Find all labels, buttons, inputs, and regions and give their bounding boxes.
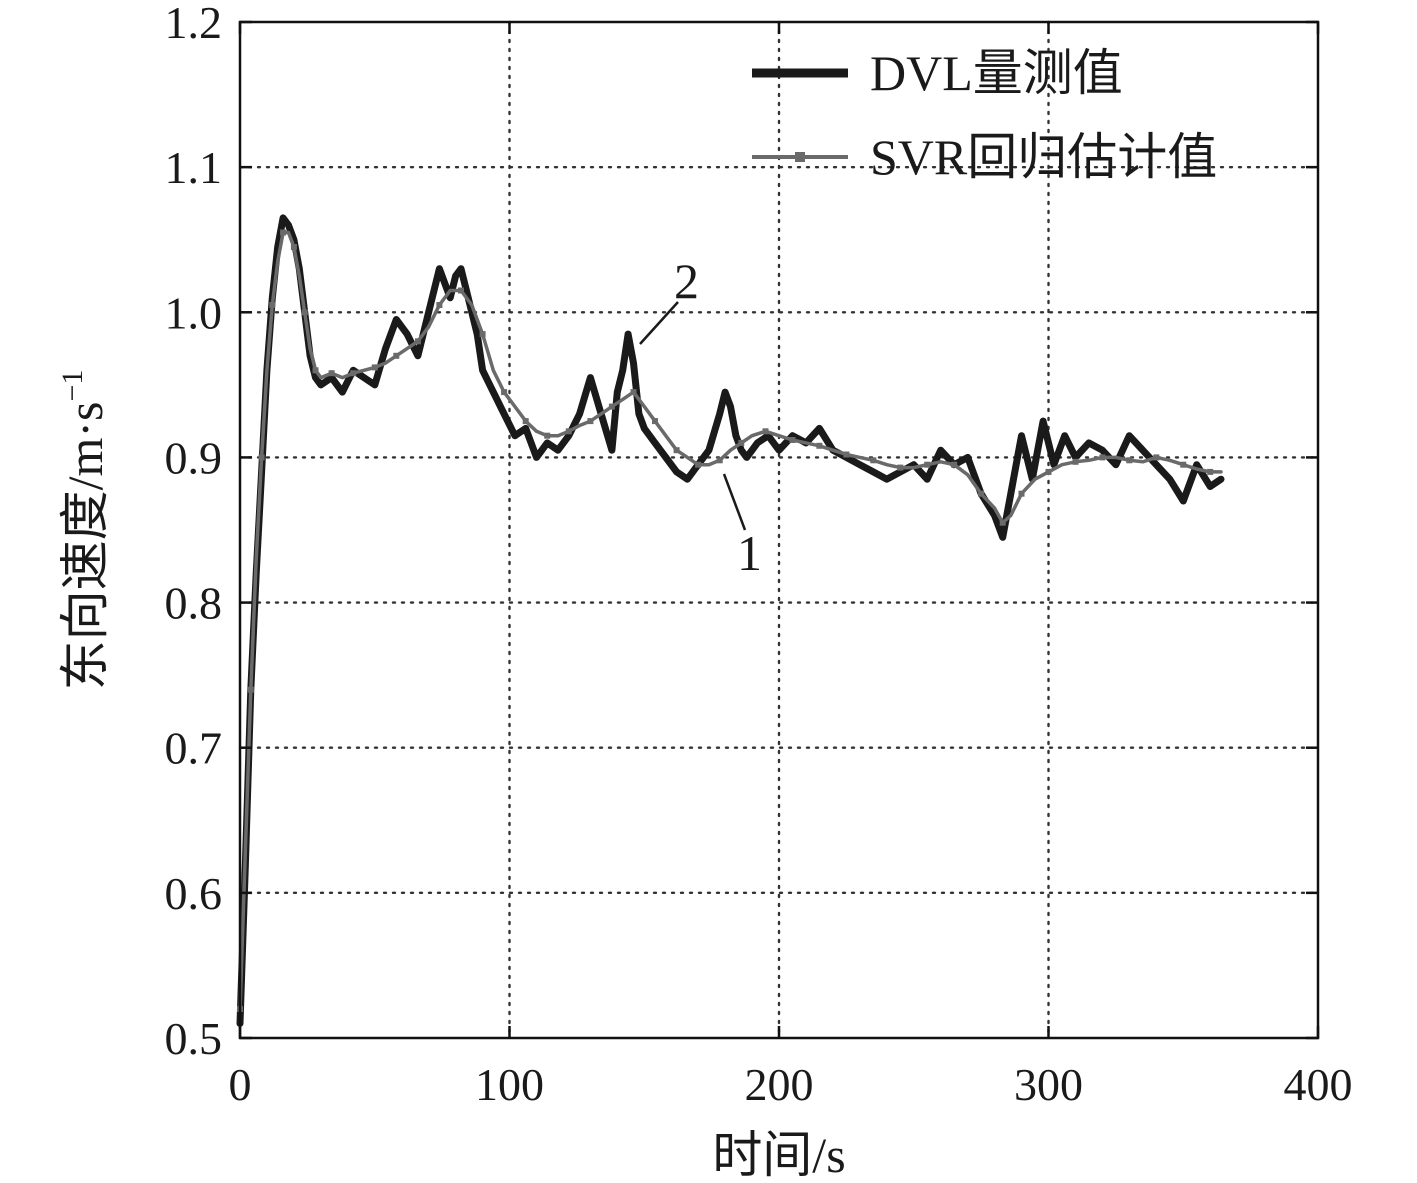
annotation-2-label: 2 <box>674 253 699 309</box>
data-point-svr <box>1099 454 1106 461</box>
data-point-svr <box>924 461 931 468</box>
data-point-svr <box>393 352 400 359</box>
data-point-svr <box>1018 490 1025 497</box>
grid-lines <box>238 20 1320 1040</box>
legend-label-dvl: DVL量测值 <box>870 45 1123 101</box>
x-axis-title: 时间/s <box>712 1127 845 1183</box>
x-tick-label: 0 <box>229 1059 252 1110</box>
data-point-svr <box>269 302 276 308</box>
data-point-svr <box>673 447 680 454</box>
series-line-svr <box>238 230 1223 1011</box>
x-tick-labels: 0 100 200 300 400 <box>229 1059 1353 1110</box>
y-tick-label: 1.2 <box>165 0 223 48</box>
data-point-svr <box>1180 461 1187 468</box>
data-point-svr <box>371 364 378 371</box>
data-point-svr <box>436 302 443 308</box>
legend-marker-svr <box>795 152 805 162</box>
data-point-svr <box>350 370 357 377</box>
y-tick-label: 1.1 <box>165 142 223 193</box>
x-tick-label: 400 <box>1284 1059 1353 1110</box>
x-tick-label: 300 <box>1014 1059 1083 1110</box>
data-point-svr <box>1126 457 1133 464</box>
y-axis-title: 东向速度/m·s−1 <box>56 370 113 691</box>
y-tick-label: 0.7 <box>165 723 223 774</box>
data-point-svr <box>695 461 702 468</box>
series-line-dvl <box>236 214 1225 1027</box>
x-tick-label: 100 <box>475 1059 544 1110</box>
data-point-svr <box>280 229 287 236</box>
data-point-svr <box>652 418 658 425</box>
data-point-svr <box>301 309 308 316</box>
data-point-svr <box>789 437 796 443</box>
data-point-svr <box>1207 468 1214 475</box>
data-point-svr <box>544 432 551 439</box>
x-tick-label: 200 <box>745 1059 814 1110</box>
axis-ticks <box>238 20 1320 1040</box>
y-tick-label: 0.8 <box>165 578 223 629</box>
data-point-svr <box>1072 458 1079 465</box>
y-axis-title-main: 东向速度/m·s <box>57 402 113 691</box>
data-point-svr <box>258 454 265 461</box>
series-layer <box>236 214 1225 1027</box>
data-point-svr <box>630 389 637 396</box>
annotation-2-leader <box>639 301 679 345</box>
y-tick-label: 1.0 <box>165 287 223 338</box>
data-point-svr <box>290 244 297 250</box>
data-point-svr <box>479 331 486 338</box>
y-axis-title-superscript: −1 <box>56 370 89 402</box>
data-point-svr <box>458 287 464 294</box>
data-point-svr <box>608 403 615 410</box>
data-point-svr <box>716 457 723 464</box>
legend-label-svr: SVR回归估计值 <box>870 129 1217 185</box>
data-point-svr <box>978 490 985 497</box>
data-point-svr <box>328 370 335 377</box>
data-point-svr <box>897 464 904 471</box>
y-tick-labels: 0.5 0.6 0.7 0.8 0.9 1.0 1.1 1.2 <box>165 0 223 1064</box>
y-tick-label: 0.6 <box>165 868 223 919</box>
data-point-svr <box>999 519 1006 526</box>
annotation-1-label: 1 <box>737 525 762 581</box>
data-point-svr <box>312 367 319 374</box>
data-point-svr <box>247 686 254 693</box>
data-point-svr <box>1153 454 1160 461</box>
data-point-svr <box>870 457 877 464</box>
data-point-svr <box>843 451 850 458</box>
data-point-svr <box>1045 468 1052 475</box>
data-point-svr <box>414 338 421 345</box>
y-tick-label: 0.5 <box>165 1013 223 1064</box>
annotation-1-leader <box>722 473 747 531</box>
data-point-svr <box>501 389 508 396</box>
data-point-svr <box>565 428 572 435</box>
data-point-svr <box>816 442 823 449</box>
legend: DVL量测值 SVR回归估计值 <box>752 45 1217 185</box>
data-point-svr <box>522 418 529 425</box>
y-tick-label: 0.9 <box>165 432 223 483</box>
data-point-svr <box>587 418 594 425</box>
data-point-svr <box>762 428 769 435</box>
data-point-svr <box>951 461 958 468</box>
data-point-svr <box>738 439 745 446</box>
